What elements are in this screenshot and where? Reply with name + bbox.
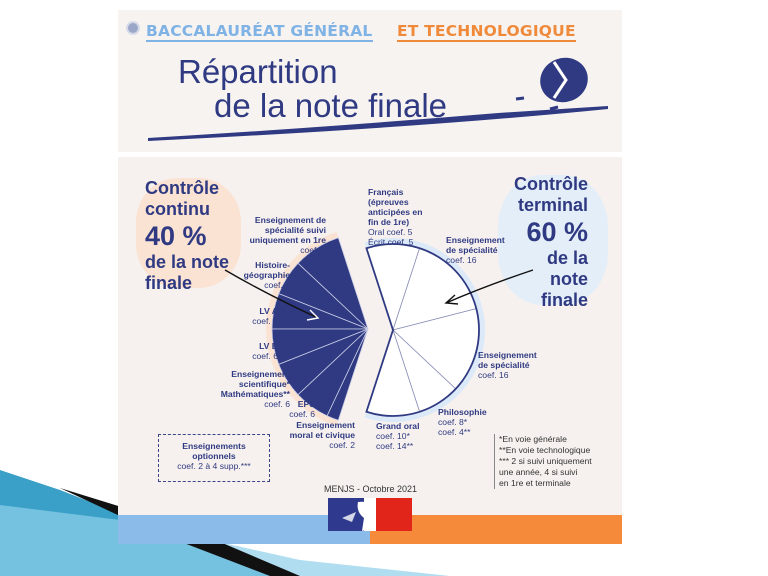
label-spe-1: Enseignement de spécialité coef. 16 <box>446 235 516 265</box>
ct-percent: 60 % <box>526 217 588 247</box>
label-grand-oral: Grand oral coef. 10* coef. 14** <box>376 421 419 451</box>
ct-outline <box>365 243 480 417</box>
subject-name: Enseignement de spécialité <box>478 350 537 370</box>
subject-coef: coef. 6 <box>252 316 278 326</box>
subject-coef: coef. 8 <box>300 245 326 255</box>
cc-line4: finale <box>145 273 193 293</box>
subject-name: Philosophie <box>438 407 487 417</box>
pie-chart-icon <box>515 57 588 111</box>
subject-name: EPS <box>297 399 315 409</box>
label-emc: Enseignement moral et civique coef. 2 <box>275 420 355 450</box>
cc-arrow <box>224 269 319 319</box>
title-brush-decoration <box>148 57 608 141</box>
ct-arrow <box>445 269 534 304</box>
subject-coef: coef. 6 <box>252 351 278 361</box>
subject-coef-techno: coef. 14** <box>376 441 414 451</box>
footnote: *En voie générale <box>499 434 567 444</box>
footnote: *** 2 si suivi uniquement <box>499 456 592 466</box>
cc-title: Contrôle continu 40 % de la note finale <box>145 178 229 294</box>
infographic-header: BACCALAURÉAT GÉNÉRAL ET TECHNOLOGIQUE Ré… <box>118 10 622 152</box>
subject-name: Enseignement de spécialité suivi uniquem… <box>249 215 326 245</box>
optional-line2: optionnels <box>192 451 236 461</box>
ct-title: Contrôle terminal 60 % de la note finale <box>514 174 588 311</box>
peach-highlight <box>136 178 241 288</box>
ct-line4: note <box>550 269 588 289</box>
optional-line1: Enseignements <box>182 441 246 451</box>
label-philosophie: Philosophie coef. 8* coef. 4** <box>438 407 487 437</box>
cc-line1: Contrôle <box>145 178 219 198</box>
page-title-line2: de la note finale <box>214 87 448 124</box>
blue-highlight <box>498 175 608 305</box>
cc-line3: de la note <box>145 252 230 272</box>
label-lva: LV A coef. 6 <box>252 306 278 326</box>
label-spe-2: Enseignement de spécialité coef. 16 <box>478 350 548 380</box>
kicker-general: BACCALAURÉAT GÉNÉRAL <box>146 22 373 42</box>
subject-name: Enseignement scientifique* Mathématiques… <box>220 369 290 399</box>
subject-coef-ecrit: Écrit coef. 5 <box>368 237 414 247</box>
infographic: BACCALAURÉAT GÉNÉRAL ET TECHNOLOGIQUE Ré… <box>118 10 622 544</box>
subject-coef: coef. 6 <box>264 280 290 290</box>
badge-icon <box>126 21 140 35</box>
label-ens-scientifique: Enseignement scientifique* Mathématiques… <box>210 369 290 409</box>
header-separator <box>118 152 622 157</box>
label-eps: EPS coef. 6 <box>289 399 315 419</box>
cc-slice-6 <box>326 328 369 421</box>
subject-coef: coef. 2 <box>329 440 355 450</box>
optional-coef: coef. 2 à 4 supp.*** <box>177 461 251 471</box>
footnotes: *En voie générale **En voie technologiqu… <box>494 434 592 489</box>
subject-coef: coef. 16 <box>446 255 477 265</box>
brush-stroke <box>148 106 608 141</box>
republique-francaise-logo <box>328 498 412 531</box>
coefficient-pie-diagram <box>224 231 534 427</box>
subject-name: Français (épreuves anticipées en fin de … <box>368 187 423 227</box>
label-francais: Français (épreuves anticipées en fin de … <box>368 187 430 247</box>
cc-percent: 40 % <box>145 221 207 251</box>
subject-name: Grand oral <box>376 421 420 431</box>
slide-swoosh-light <box>0 505 450 576</box>
ct-line5: finale <box>540 290 588 310</box>
subject-name: Enseignement moral et civique <box>289 420 355 440</box>
ct-line2: terminal <box>517 195 588 215</box>
label-lvb: LV B coef. 6 <box>252 341 278 361</box>
cc-arrow-head <box>306 309 320 321</box>
subject-coef-general: coef. 10* <box>376 431 410 441</box>
subject-coef-oral: Oral coef. 5 <box>368 227 413 237</box>
page-title-line1: Répartition <box>178 53 338 90</box>
cc-line2: continu <box>145 199 210 219</box>
subject-name: Histoire-géographie <box>243 260 290 280</box>
ct-arrow-head <box>444 294 459 305</box>
subject-name: Enseignement de spécialité <box>446 235 505 255</box>
footer-band-orange <box>370 515 622 544</box>
subject-coef: coef. 6 <box>289 409 315 419</box>
source-credit: MENJS - Octobre 2021 <box>324 484 418 494</box>
label-spe-1re: Enseignement de spécialité suivi uniquem… <box>216 215 326 255</box>
ct-line1: Contrôle <box>514 174 588 194</box>
footnote: **En voie technologique <box>499 445 591 455</box>
kicker-technologique: ET TECHNOLOGIQUE <box>397 22 576 42</box>
subject-coef-general: coef. 8* <box>438 417 468 427</box>
label-histoire-geo: Histoire-géographie coef. 6 <box>220 260 290 290</box>
subject-name: LV A <box>259 306 278 316</box>
subject-coef: coef. 6 <box>264 399 290 409</box>
subject-coef: coef. 16 <box>478 370 509 380</box>
footnote: une année, 4 si suivi <box>499 467 578 477</box>
ct-line3: de la <box>546 248 588 268</box>
subject-name: LV B <box>259 341 278 351</box>
subject-coef-techno: coef. 4** <box>438 427 471 437</box>
optional-courses-box: Enseignements optionnels coef. 2 à 4 sup… <box>158 434 270 482</box>
footnote: en 1re et terminale <box>499 478 571 488</box>
